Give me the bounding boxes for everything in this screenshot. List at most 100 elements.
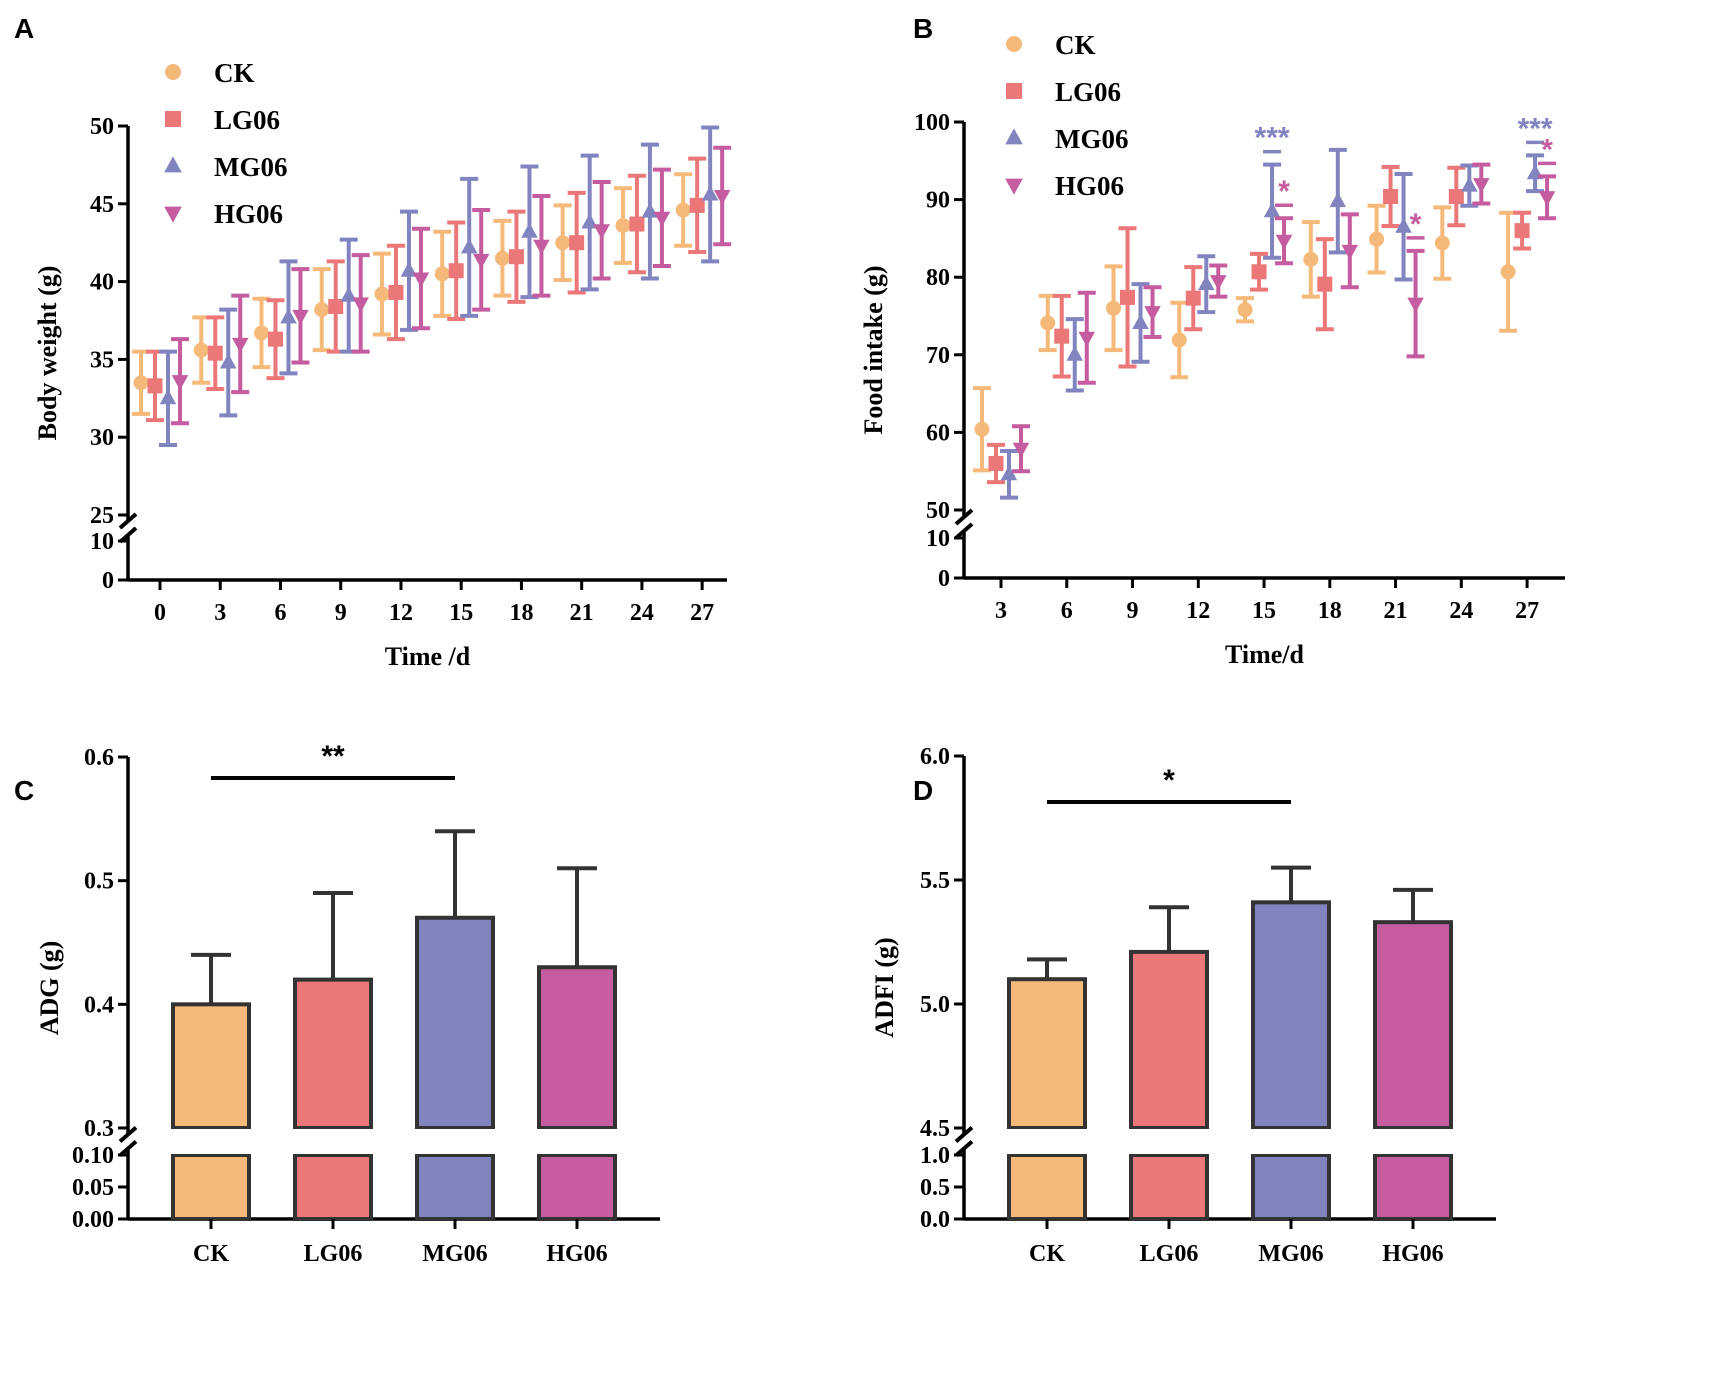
bar-break-gap (292, 1129, 374, 1154)
data-point-hg06 (1341, 244, 1359, 260)
significance-label: * (1410, 208, 1422, 241)
x-tick-label: 15 (1252, 598, 1276, 624)
bar-ck (1007, 977, 1087, 1131)
y-tick-label: 60 (926, 420, 950, 446)
data-point-lg06 (147, 378, 163, 394)
data-point-hg06 (713, 190, 731, 206)
x-tick-label: MG06 (1258, 1241, 1323, 1267)
data-point-lg06 (569, 235, 585, 251)
data-point-mg06 (701, 185, 719, 201)
y-tick-label: 25 (90, 503, 114, 529)
y-tick-label: 80 (926, 265, 950, 291)
data-point-hg06 (1473, 178, 1490, 194)
y-axis-title: Food intake (g) (859, 266, 888, 435)
x-tick-label: 15 (449, 600, 473, 626)
data-point-lg06 (1383, 188, 1399, 204)
data-point-mg06 (219, 353, 237, 369)
legend-marker-ck (165, 64, 181, 80)
x-tick-label: 24 (1449, 598, 1473, 624)
x-tick-label: 18 (1318, 598, 1342, 624)
bar-break-gap (536, 1129, 618, 1154)
y-axis-title: Body weight (g) (33, 266, 62, 441)
axis-break-mark (954, 1139, 974, 1158)
data-point-mg06 (1132, 313, 1149, 329)
data-point-mg06 (1395, 217, 1412, 233)
data-point-ck (1040, 315, 1056, 331)
axis-break-mark (954, 508, 974, 526)
data-point-lg06 (1514, 223, 1530, 239)
legend-label-ck: CK (214, 58, 255, 88)
axis-break-mark (954, 522, 974, 540)
data-point-hg06 (1538, 191, 1556, 207)
y-tick-label: 10 (926, 526, 950, 552)
data-point-hg06 (593, 224, 610, 240)
x-tick-label: 21 (1384, 598, 1408, 624)
y-tick-label: 6.0 (920, 744, 950, 770)
data-point-hg06 (231, 337, 249, 353)
y-tick-label: 40 (90, 270, 114, 296)
legend-label-mg06: MG06 (214, 152, 288, 182)
x-tick-label: 12 (1186, 598, 1210, 624)
data-point-ck (1303, 251, 1319, 267)
legend-label-lg06: LG06 (1055, 77, 1121, 107)
data-point-ck (494, 250, 510, 266)
significance-label: *** (1518, 112, 1553, 145)
significance-label: * (1541, 133, 1553, 166)
y-tick-label: 0.00 (72, 1207, 114, 1233)
bar-lg06-lower (293, 1153, 373, 1221)
data-point-mg06 (1000, 465, 1018, 481)
data-point-hg06 (1407, 297, 1424, 313)
x-tick-label: 24 (630, 600, 654, 626)
x-tick-label: 6 (274, 600, 286, 626)
bar-break-gap (1006, 1129, 1088, 1154)
y-tick-label: 100 (914, 110, 950, 136)
data-point-hg06 (1144, 306, 1161, 322)
bar-mg06 (415, 915, 495, 1130)
legend-marker-lg06 (1006, 83, 1022, 99)
y-tick-label: 70 (926, 343, 950, 369)
panel-letter-c: C (14, 775, 34, 806)
legend-label-mg06: MG06 (1055, 124, 1129, 154)
legend-marker-ck (1006, 36, 1022, 52)
bar-ck-lower (171, 1153, 251, 1221)
data-point-ck (1237, 302, 1253, 318)
data-point-lg06 (508, 249, 524, 265)
data-point-lg06 (629, 216, 645, 232)
data-point-hg06 (533, 239, 550, 255)
legend-label-hg06: HG06 (1055, 171, 1124, 201)
data-point-ck (1171, 332, 1187, 348)
data-point-lg06 (1120, 289, 1136, 305)
data-point-mg06 (1329, 192, 1347, 208)
x-tick-label: 18 (509, 600, 533, 626)
x-tick-label: 21 (570, 600, 594, 626)
x-tick-label: 3 (214, 600, 226, 626)
y-axis-title: ADFI (g) (870, 937, 899, 1037)
y-tick-label: 5.0 (920, 992, 950, 1018)
data-point-ck (374, 286, 390, 302)
data-point-hg06 (653, 211, 671, 227)
data-point-hg06 (171, 375, 189, 391)
data-point-lg06 (1185, 290, 1201, 306)
y-tick-label: 0.5 (920, 1175, 950, 1201)
y-tick-label: 0 (102, 568, 114, 594)
significance-label: *** (1255, 122, 1290, 155)
x-tick-label: LG06 (1140, 1241, 1199, 1267)
data-point-ck (1500, 264, 1516, 280)
data-point-hg06 (472, 253, 490, 269)
y-tick-label: 5.5 (920, 868, 950, 894)
x-axis-title: Time/d (1225, 640, 1305, 669)
bar-break-gap (1372, 1129, 1454, 1154)
data-point-ck (1434, 235, 1450, 251)
bar-ck (171, 1002, 251, 1130)
data-point-hg06 (412, 272, 430, 288)
data-point-lg06 (1054, 328, 1070, 344)
legend-marker-mg06 (164, 156, 182, 173)
bar-hg06-lower (1373, 1153, 1453, 1221)
data-point-lg06 (207, 345, 223, 361)
x-tick-label: 27 (1515, 598, 1539, 624)
data-point-ck (193, 342, 209, 358)
y-tick-label: 45 (90, 192, 114, 218)
x-tick-label: MG06 (422, 1241, 487, 1267)
y-tick-label: 0.10 (72, 1143, 114, 1169)
